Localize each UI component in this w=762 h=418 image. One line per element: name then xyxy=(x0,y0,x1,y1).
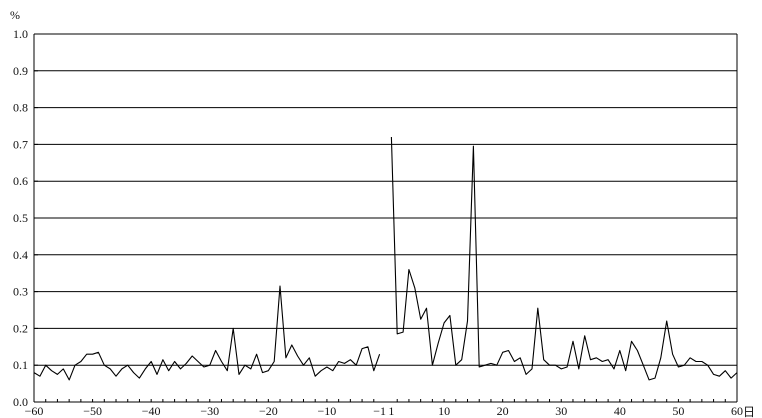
x-tick-label: −50 xyxy=(83,404,102,418)
y-tick-label: 0.7 xyxy=(13,137,28,151)
y-tick-label: 0.3 xyxy=(13,285,28,299)
x-tick-label: 60 xyxy=(731,404,743,418)
series-lines xyxy=(33,136,738,381)
x-tick-label: −60 xyxy=(25,404,44,418)
y-tick-label: 0.9 xyxy=(13,64,28,78)
x-tick-label: 20 xyxy=(497,404,509,418)
y-tick-label: 0.5 xyxy=(13,211,28,225)
x-tick-label: −40 xyxy=(142,404,161,418)
y-unit-label: % xyxy=(10,8,20,22)
y-tick-label: 1.0 xyxy=(13,27,28,41)
x-tick-label: 50 xyxy=(672,404,684,418)
y-tick-label: 0.1 xyxy=(13,358,28,372)
x-tick-label: −20 xyxy=(259,404,278,418)
x-tick-label: −30 xyxy=(200,404,219,418)
x-tick-label: 40 xyxy=(614,404,626,418)
y-tick-label: 0.2 xyxy=(13,321,28,335)
x-tick-label: −1 xyxy=(373,404,386,418)
axes xyxy=(33,33,738,403)
series-line-after xyxy=(390,136,738,381)
gridlines xyxy=(34,33,737,366)
x-tick-label: 30 xyxy=(555,404,567,418)
y-tick-label: 0.4 xyxy=(13,248,28,262)
y-tick-label: 0.8 xyxy=(13,101,28,115)
x-tick-label: −10 xyxy=(318,404,337,418)
y-tick-labels: 0.0 0.1 0.2 0.3 0.4 0.5 0.6 0.7 0.8 0.9 1.0 xyxy=(13,27,28,409)
x-unit-label: 日 xyxy=(743,405,755,418)
x-tick-label: 10 xyxy=(438,404,450,418)
y-tick-label: 0.0 xyxy=(13,395,28,409)
y-tick-label: 0.6 xyxy=(13,174,28,188)
series-line-before xyxy=(33,285,381,381)
x-tick-labels: −60 −50 −40 −30 −20 −10 −1 1 10 20 30 40 50 60 xyxy=(25,404,743,418)
x-tick-label: 1 xyxy=(388,404,394,418)
